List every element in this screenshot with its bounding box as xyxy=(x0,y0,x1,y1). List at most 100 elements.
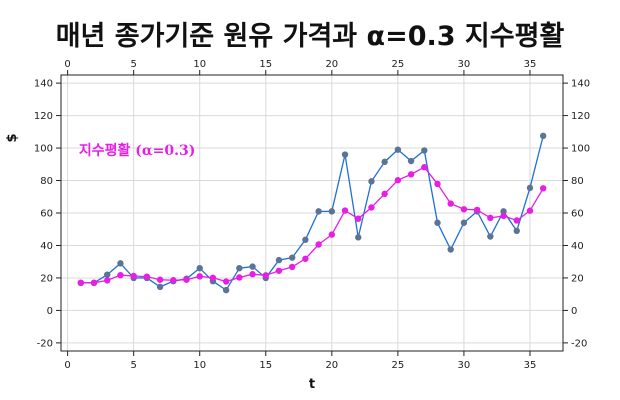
y-tick-label: 60 xyxy=(40,209,53,220)
series-2-point xyxy=(183,276,190,283)
y-tick-label: 80 xyxy=(40,176,53,187)
y-tick-label: 40 xyxy=(40,241,53,252)
series-1-point xyxy=(275,256,283,264)
series-2-point xyxy=(209,274,217,281)
series-2-point xyxy=(421,164,428,171)
series-1-point xyxy=(288,254,296,261)
series-2-point xyxy=(368,204,375,211)
y-tick-label: 20 xyxy=(40,273,53,284)
x-top-tick-label: 35 xyxy=(524,59,537,70)
x-top-tick-label: 25 xyxy=(392,59,405,70)
y-axis-label: $ xyxy=(5,133,20,142)
series-1-point xyxy=(104,271,111,278)
series-1-point xyxy=(302,236,309,243)
series-1-point xyxy=(328,208,336,215)
series-2-point xyxy=(222,278,230,285)
series-1-point xyxy=(500,208,507,215)
series-1-point xyxy=(315,208,322,215)
series-2-point xyxy=(170,277,177,284)
series-2-point xyxy=(236,274,243,281)
series-2-point xyxy=(77,279,85,287)
x-top-tick-label: 15 xyxy=(259,59,272,70)
axes: 0 0 5 5 10 10 15 15 20 20 25 25 30 30 35 35 -20 -20 0 0 20 20… xyxy=(34,59,590,371)
series-1-point xyxy=(341,151,349,158)
series-1-point xyxy=(222,286,230,294)
series-2-point xyxy=(447,200,454,207)
series-2-point xyxy=(539,185,547,192)
series-2-point xyxy=(156,276,164,283)
series-2-point xyxy=(249,271,256,278)
x-tick-label: 35 xyxy=(524,360,537,371)
series-1-point xyxy=(117,260,124,267)
series-2 xyxy=(77,164,547,287)
series-group xyxy=(77,132,547,294)
series-2-point xyxy=(407,171,415,178)
series-1-point xyxy=(447,246,454,253)
series-2-point xyxy=(500,212,507,220)
series-1-point xyxy=(236,265,243,272)
x-axis-label: t xyxy=(309,377,315,392)
x-tick-label: 0 xyxy=(64,360,70,371)
series-1-point xyxy=(460,219,468,226)
series-1-point xyxy=(355,234,362,241)
y-tick-label: 100 xyxy=(34,144,53,155)
y-right-tick-label: 80 xyxy=(571,176,584,187)
chart-title: 매년 종가기준 원유 가격과 α=0.3 지수평활 xyxy=(55,21,565,52)
series-2-point xyxy=(473,206,481,214)
series-2-point xyxy=(341,207,349,214)
series-1-point xyxy=(249,263,256,270)
y-right-tick-label: 20 xyxy=(571,273,584,284)
series-2-point xyxy=(526,207,534,214)
x-top-tick-label: 10 xyxy=(193,59,206,70)
x-top-tick-label: 30 xyxy=(458,59,471,70)
series-2-point xyxy=(288,263,296,271)
series-2-point xyxy=(328,231,336,238)
x-top-tick-label: 5 xyxy=(130,59,136,70)
series-2-point xyxy=(381,190,388,198)
y-right-tick-label: 0 xyxy=(571,306,577,317)
series-2-point xyxy=(196,273,203,280)
series-2-point xyxy=(513,217,520,224)
series-2-point xyxy=(143,273,151,280)
y-right-tick-label: 140 xyxy=(571,79,590,90)
y-right-tick-label: 100 xyxy=(571,144,590,155)
y-tick-label: 0 xyxy=(47,306,53,317)
y-right-tick-label: 120 xyxy=(571,111,590,122)
series-1-point xyxy=(407,157,415,165)
series-1-point xyxy=(421,147,428,154)
y-tick-label: 140 xyxy=(34,79,53,90)
x-tick-label: 30 xyxy=(458,360,471,371)
x-top-tick-label: 0 xyxy=(64,59,70,70)
y-right-tick-label: 40 xyxy=(571,241,584,252)
x-tick-label: 5 xyxy=(130,360,136,371)
series-2-point xyxy=(460,206,468,213)
x-tick-label: 15 xyxy=(259,360,272,371)
series-2-point xyxy=(487,214,494,222)
series-2-point xyxy=(104,277,111,284)
smoothing-annotation: 지수평활 (α=0.3) xyxy=(79,142,196,159)
series-1-point xyxy=(381,158,388,166)
series-1-point xyxy=(487,233,494,240)
y-right-tick-label: 60 xyxy=(571,209,584,220)
series-2-point xyxy=(302,255,309,262)
series-2-point xyxy=(355,215,362,222)
series-2-point xyxy=(394,177,402,184)
series-2-point xyxy=(275,267,283,274)
series-1-point xyxy=(156,283,164,291)
y-tick-label: 120 xyxy=(34,111,53,122)
series-2-point xyxy=(434,180,441,188)
series-1-point xyxy=(196,265,203,272)
series-1-point xyxy=(434,219,441,226)
series-1-point xyxy=(394,146,402,153)
x-tick-label: 10 xyxy=(193,360,206,371)
y-right-tick-label: -20 xyxy=(571,338,587,349)
series-1-point xyxy=(368,178,375,185)
x-tick-label: 25 xyxy=(392,360,405,371)
y-tick-label: -20 xyxy=(37,338,53,349)
grid xyxy=(61,75,563,351)
series-2-point xyxy=(130,272,137,280)
x-top-tick-label: 20 xyxy=(325,59,338,70)
series-2-point xyxy=(90,279,98,287)
series-1-point xyxy=(526,184,534,192)
